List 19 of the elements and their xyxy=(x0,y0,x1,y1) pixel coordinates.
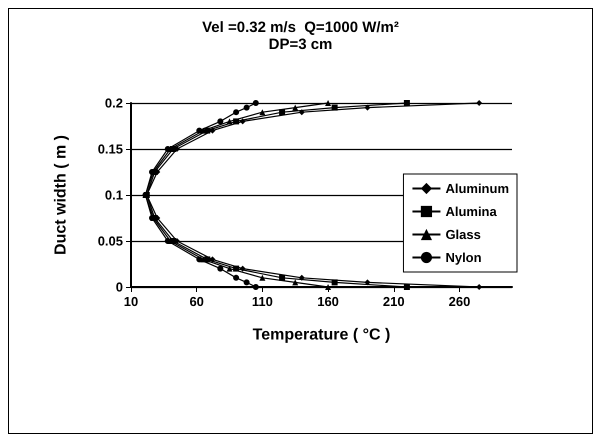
legend-label: Aluminum xyxy=(445,181,510,196)
legend-label: Glass xyxy=(445,227,481,242)
chart-subtitle: DP=3 cm xyxy=(268,36,332,53)
x-tick-label: 160 xyxy=(317,294,339,309)
x-tick-label: 260 xyxy=(448,294,470,309)
y-axis-title: Duct width ( m ) xyxy=(52,135,70,255)
legend-label: Alumina xyxy=(445,204,498,219)
y-tick-label: 0 xyxy=(116,280,123,294)
x-tick-label: 10 xyxy=(124,294,138,309)
y-tick-label: 0.15 xyxy=(98,142,123,156)
y-tick-label: 0.1 xyxy=(104,188,123,202)
x-axis-title: Temperature ( °C ) xyxy=(252,326,390,344)
x-tick-label: 60 xyxy=(189,294,204,309)
x-tick-label: 110 xyxy=(252,294,273,309)
chart-title: Vel =0.32 m/s Q=1000 W/m² xyxy=(202,19,399,36)
y-tick-label: 0.05 xyxy=(98,234,123,248)
legend-label: Nylon xyxy=(445,250,482,265)
x-tick-label: 210 xyxy=(382,294,405,309)
y-tick-label: 0.2 xyxy=(104,96,123,110)
